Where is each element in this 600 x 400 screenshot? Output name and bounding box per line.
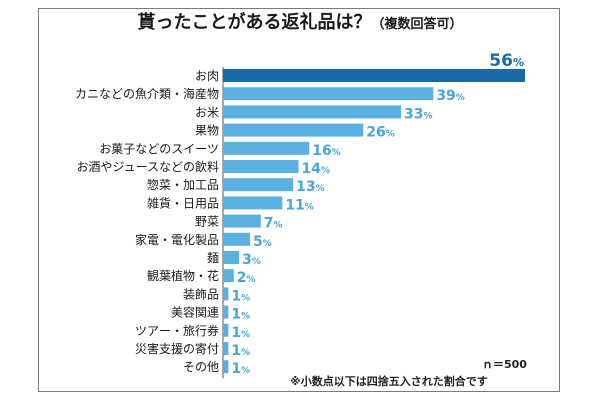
value-label: 13% xyxy=(296,179,325,195)
value-label: 3% xyxy=(242,252,261,268)
category-label: ツアー・旅行券 xyxy=(135,323,219,338)
value-label: 1% xyxy=(231,343,250,359)
sample-size-note: ｎ＝500 xyxy=(482,358,527,371)
bar xyxy=(223,360,229,374)
value-label: 7% xyxy=(264,216,283,232)
value-label: 16% xyxy=(312,143,341,159)
category-label: 野菜 xyxy=(195,215,219,229)
value-label: 14% xyxy=(302,161,331,177)
value-label: 33% xyxy=(404,106,433,122)
bar xyxy=(223,160,299,173)
bar xyxy=(223,269,234,283)
value-label: 1% xyxy=(231,361,250,377)
chart-title-subtitle: （複数回答可） xyxy=(371,17,463,32)
chart-title: 貰ったことがある返礼品は？（複数回答可） xyxy=(0,8,600,34)
category-label: 果物 xyxy=(195,124,219,138)
value-label: 1% xyxy=(231,288,250,304)
value-label: 1% xyxy=(231,325,250,341)
category-label: その他 xyxy=(183,360,219,374)
value-label: 5% xyxy=(253,234,272,250)
category-label: 美容関連 xyxy=(171,305,219,320)
bar xyxy=(223,214,261,228)
rounding-note: ※小数点以下は四捨五入された割合です xyxy=(290,375,488,388)
category-label: カニなどの魚介類・海産物 xyxy=(75,86,219,101)
value-label: 26% xyxy=(366,125,395,141)
category-label: お酒やジュースなどの飲料 xyxy=(76,159,219,174)
bar xyxy=(223,69,525,82)
category-label: 麺 xyxy=(207,251,219,265)
bar xyxy=(223,342,229,355)
bar xyxy=(223,123,364,137)
category-label: お菓子などのスイーツ xyxy=(99,142,219,156)
bar xyxy=(223,178,294,192)
category-label: 装飾品 xyxy=(183,287,219,301)
value-label: 11% xyxy=(285,197,314,213)
category-label: お米 xyxy=(195,105,219,119)
category-label: お肉 xyxy=(195,69,219,83)
category-label: 家電・電化製品 xyxy=(135,232,219,247)
category-label: 惣菜・加工品 xyxy=(147,177,219,192)
category-label: 雑貨・日用品 xyxy=(147,195,219,210)
bar xyxy=(223,141,310,155)
bar xyxy=(223,232,250,246)
category-label: 災害支援の寄付 xyxy=(135,341,219,356)
bar xyxy=(223,305,229,319)
value-label: 1% xyxy=(231,307,250,323)
value-label: 39% xyxy=(436,88,465,104)
bar xyxy=(223,87,434,101)
bar xyxy=(223,105,401,119)
bar xyxy=(223,251,240,264)
category-label: 観葉植物・花 xyxy=(147,268,219,283)
bar xyxy=(223,287,229,301)
bar xyxy=(223,323,229,337)
value-label: 2% xyxy=(237,270,256,286)
chart-title-main: 貰ったことがある返礼品は？ xyxy=(137,12,372,33)
bar xyxy=(223,196,283,210)
value-label: 56% xyxy=(489,51,524,71)
